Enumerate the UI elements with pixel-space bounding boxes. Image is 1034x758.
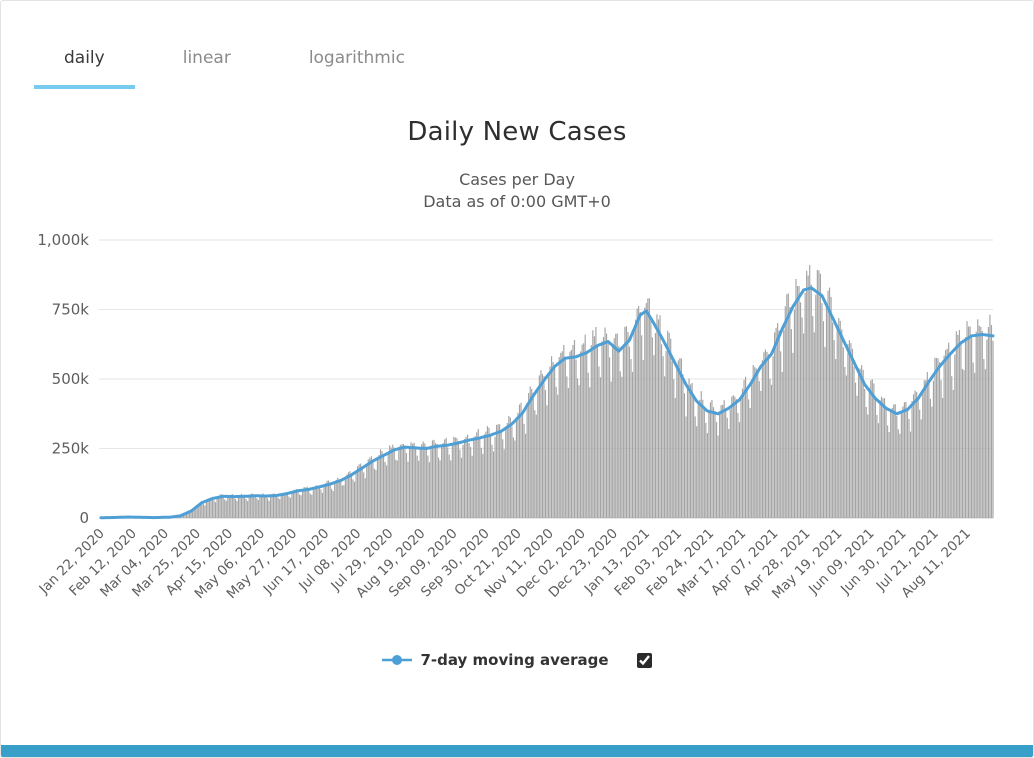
- chart-subtitle-data-as-of: Data as of 0:00 GMT+0: [423, 192, 611, 211]
- chart-title: Daily New Cases: [407, 117, 627, 147]
- chart-legend[interactable]: 7-day moving average: [1, 651, 1033, 669]
- svg-text:750k: 750k: [52, 301, 90, 319]
- svg-text:250k: 250k: [52, 440, 90, 458]
- chart-view-tabs: daily linear logarithmic: [34, 37, 453, 89]
- legend-checkbox[interactable]: [636, 652, 652, 668]
- legend-label[interactable]: 7-day moving average: [420, 651, 609, 669]
- bottom-teal-bar: [1, 745, 1033, 757]
- tab-linear[interactable]: linear: [182, 48, 231, 68]
- legend-line-marker-icon: [382, 655, 413, 665]
- chart-subtitle-cases-per-day: Cases per Day: [459, 170, 575, 189]
- svg-text:0: 0: [79, 509, 89, 527]
- tab-daily[interactable]: daily: [34, 37, 135, 89]
- svg-text:500k: 500k: [52, 370, 90, 388]
- tab-logarithmic[interactable]: logarithmic: [308, 48, 405, 68]
- svg-text:1,000k: 1,000k: [37, 231, 89, 249]
